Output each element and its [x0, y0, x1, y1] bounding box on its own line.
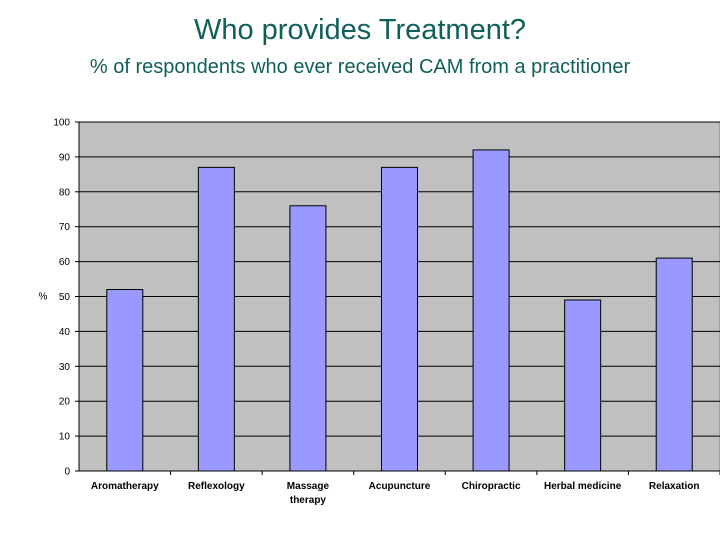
- bar-2: [289, 205, 327, 472]
- bar-4: [472, 149, 510, 472]
- y-axis-label: %: [39, 292, 48, 303]
- slide-subtitle: % of respondents who ever received CAM f…: [89, 56, 631, 78]
- y-tick-label: 50: [59, 292, 71, 303]
- bar-1: [197, 166, 235, 472]
- y-tick-label: 100: [53, 118, 70, 129]
- y-tick-label: 90: [59, 152, 71, 163]
- x-tick-label: Herbal medicine: [544, 481, 622, 492]
- y-tick-label: 80: [59, 187, 71, 198]
- y-tick-label: 20: [59, 397, 71, 408]
- y-tick-label: 30: [59, 362, 71, 373]
- bar-3: [381, 166, 418, 472]
- y-tick-label: 70: [59, 222, 71, 233]
- x-tick-label: therapy: [290, 495, 327, 506]
- bar-0: [106, 289, 144, 472]
- bar-6: [655, 257, 693, 472]
- x-tick-label: Relaxation: [649, 481, 700, 492]
- y-tick-label: 0: [64, 467, 70, 478]
- y-tick-label: 40: [59, 327, 71, 338]
- x-tick-label: Aromatherapy: [91, 481, 159, 492]
- y-tick-label: 60: [59, 257, 71, 268]
- x-tick-label: Reflexology: [188, 481, 245, 492]
- y-tick-label: 10: [59, 432, 71, 443]
- x-tick-label: Acupuncture: [369, 481, 431, 492]
- x-tick-label: Chiropractic: [462, 481, 521, 492]
- slide-title: Who provides Treatment?: [193, 14, 527, 46]
- x-tick-label: Massage: [287, 481, 330, 492]
- bar-5: [564, 299, 602, 472]
